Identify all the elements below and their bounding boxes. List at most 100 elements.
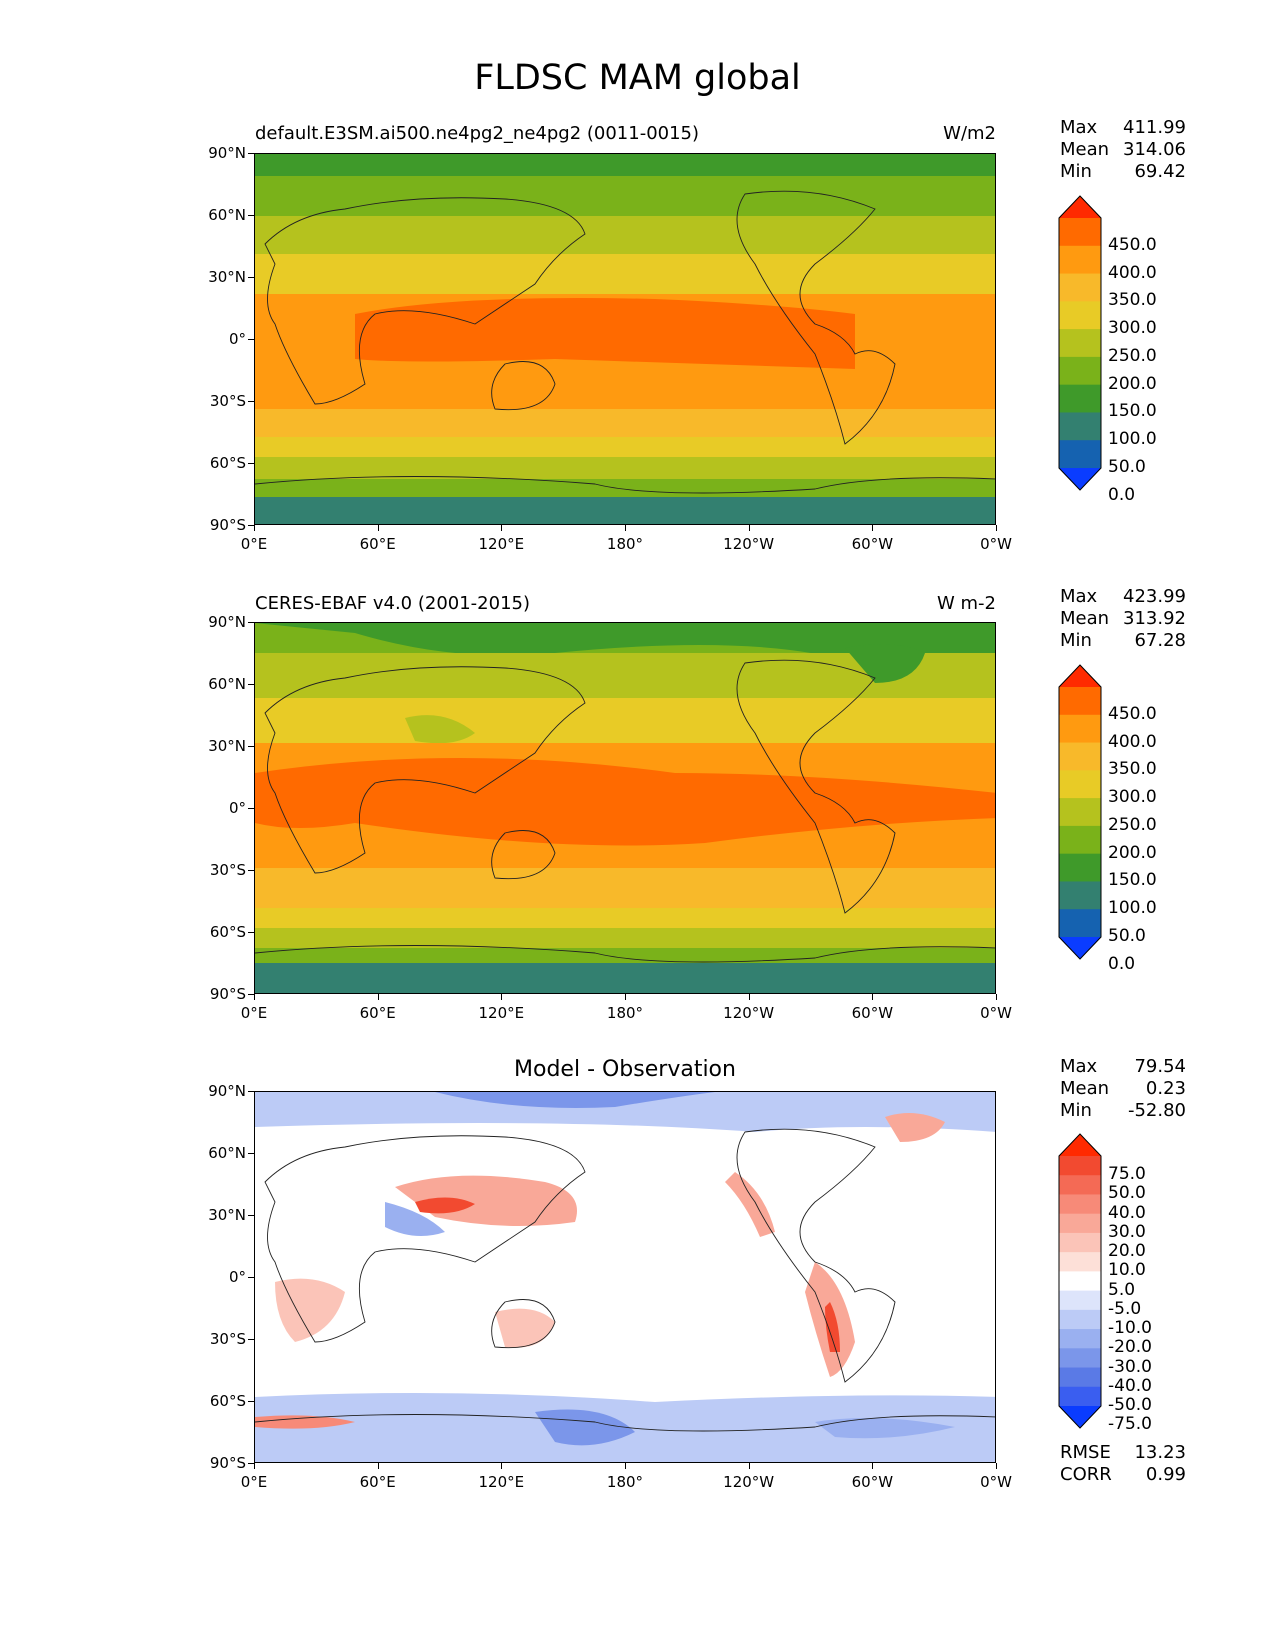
lat-tick <box>248 1401 254 1402</box>
lon-tick <box>625 525 626 531</box>
colorbar-tick-label: -40.0 <box>1108 1375 1152 1396</box>
lat-tick <box>248 153 254 154</box>
colorbar-segment <box>1059 329 1101 358</box>
stat-label: Mean <box>1060 1078 1110 1099</box>
lon-tick-label: 0°W <box>980 1004 1012 1022</box>
lat-tick <box>248 1091 254 1092</box>
stat-label: Min <box>1060 1100 1092 1121</box>
lon-tick-label: 0°E <box>240 535 268 553</box>
lon-tick <box>625 1463 626 1469</box>
lat-tick <box>248 932 254 933</box>
lon-tick-label: 120°W <box>723 535 775 553</box>
lat-tick <box>248 525 254 526</box>
colorbar-tick-label: 200.0 <box>1108 373 1157 394</box>
stat-label: Min <box>1060 161 1092 182</box>
colorbar-segment <box>1059 1309 1101 1330</box>
colorbar-tick-label: 300.0 <box>1108 787 1157 808</box>
colorbar-segment <box>1059 714 1101 744</box>
lon-tick <box>501 994 503 1000</box>
colorbar-tick-label: 150.0 <box>1108 870 1157 891</box>
colorbar-tick-label: 50.0 <box>1108 457 1146 477</box>
lat-tick-label: 60°N <box>208 206 246 224</box>
lon-tick <box>872 525 874 531</box>
lat-tick <box>248 1153 254 1154</box>
lon-tick-label: 180° <box>606 1004 644 1022</box>
colorbar-tick-label: 450.0 <box>1108 703 1157 724</box>
lat-tick <box>248 1463 254 1464</box>
lon-tick <box>996 1463 997 1469</box>
lon-tick <box>872 994 874 1000</box>
lon-tick <box>254 525 255 531</box>
colorbar-segment <box>1059 218 1101 247</box>
lon-tick-label: 0°E <box>240 1473 268 1491</box>
lon-tick-label: 60°E <box>359 1004 396 1022</box>
lon-tick-label: 180° <box>606 535 644 553</box>
colorbar-tick-label: -50.0 <box>1108 1395 1152 1415</box>
colorbar-tick-label: 450.0 <box>1108 234 1157 255</box>
lon-tick <box>748 1463 750 1469</box>
stat-label: Mean <box>1060 139 1110 160</box>
colorbar-segment <box>1059 909 1101 938</box>
stat-value: -52.80 <box>1127 1100 1186 1121</box>
panel3-extra-stats: RMSE 13.23 CORR 0.99 <box>1060 1442 1186 1486</box>
stat-label: Mean <box>1060 608 1110 629</box>
stat-value: 69.42 <box>1134 161 1186 182</box>
lat-tick <box>248 463 254 464</box>
lat-tick-label: 30°S <box>209 1330 246 1348</box>
colorbar-outline <box>1058 1133 1102 1429</box>
colorbar-tick-label: 20.0 <box>1108 1241 1146 1262</box>
colorbar-segment <box>1059 742 1101 771</box>
colorbar-segment <box>1059 881 1101 910</box>
lon-tick-label: 120°W <box>723 1004 775 1022</box>
lat-tick-label: 0° <box>228 330 246 348</box>
colorbar-tick-label: 300.0 <box>1108 318 1157 339</box>
colorbar-tick-label: 50.0 <box>1108 1183 1146 1204</box>
colorbar-tick-label: 350.0 <box>1108 290 1157 311</box>
lon-tick <box>748 525 750 531</box>
lon-tick-label: 60°W <box>851 1473 894 1491</box>
lon-tick-label: 120°E <box>478 1473 525 1491</box>
lat-tick-label: 90°N <box>208 1082 246 1100</box>
lon-tick <box>501 1463 503 1469</box>
colorbar-segment <box>1059 1386 1101 1407</box>
lat-tick-label: 30°S <box>209 861 246 879</box>
colorbar-segment <box>1059 440 1101 469</box>
colorbar-segment <box>1059 384 1101 413</box>
colorbar-graphic <box>1058 664 1102 960</box>
lat-tick-label: 30°S <box>209 392 246 410</box>
lon-tick-label: 180° <box>606 1473 644 1491</box>
lon-tick-label: 120°W <box>723 1473 775 1491</box>
colorbar-segment <box>1059 798 1101 827</box>
colorbar-segment <box>1059 687 1101 716</box>
colorbar-tick-label: -30.0 <box>1108 1356 1152 1377</box>
colorbar-segment <box>1059 1271 1101 1292</box>
stat-label: Max <box>1060 586 1098 607</box>
lat-tick-label: 60°N <box>208 1144 246 1162</box>
colorbar-extend-top <box>1059 1134 1101 1156</box>
colorbar-tick-label: 0.0 <box>1108 484 1136 505</box>
colorbar-extend-top <box>1059 665 1101 687</box>
colorbar-tick-label: -75.0 <box>1108 1414 1152 1435</box>
lon-tick-label: 0°E <box>240 1004 268 1022</box>
colorbar-tick-label: 30.0 <box>1108 1221 1146 1242</box>
lat-tick <box>248 1215 254 1216</box>
colorbar-segment <box>1059 412 1101 441</box>
colorbar-tick-label: 5.0 <box>1108 1279 1136 1300</box>
colorbar-segment <box>1059 1175 1101 1195</box>
panel1-title-left: default.E3SM.ai500.ne4pg2_ne4pg2 (0011-0… <box>255 123 700 144</box>
lat-tick <box>248 808 254 809</box>
colorbar-segment <box>1059 1156 1101 1176</box>
lat-tick <box>248 622 254 623</box>
lon-tick <box>254 994 255 1000</box>
colorbar-tick-label: -20.0 <box>1108 1337 1152 1358</box>
lat-tick <box>248 401 254 402</box>
colorbar-segment <box>1059 273 1101 302</box>
lat-tick-label: 60°S <box>209 923 246 941</box>
stat-value: 411.99 <box>1123 117 1186 138</box>
panel2-map <box>254 622 996 994</box>
colorbar-tick-label: 400.0 <box>1108 731 1157 752</box>
colorbar-segment <box>1059 1290 1101 1311</box>
lon-tick <box>996 525 997 531</box>
colorbar-tick-label: -5.0 <box>1108 1298 1142 1319</box>
lon-tick-label: 60°W <box>851 1004 894 1022</box>
